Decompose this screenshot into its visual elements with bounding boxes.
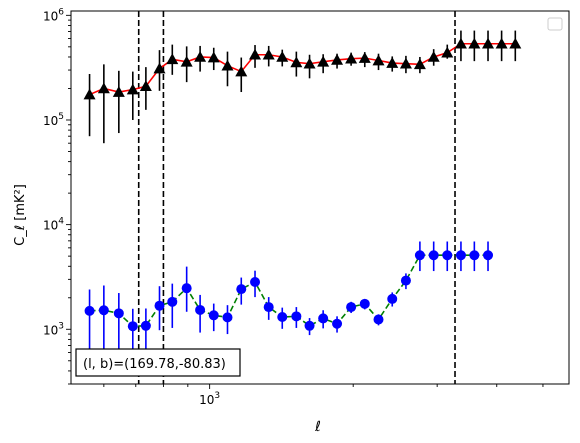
series-1-point-23 (386, 57, 399, 68)
series-2-point-8 (181, 283, 192, 294)
series-2-point-10 (208, 310, 219, 321)
series-2-point-9 (195, 304, 206, 315)
data-points (83, 30, 522, 355)
series-2-point-20 (346, 302, 357, 313)
series-2-point-6 (154, 300, 165, 311)
series-1-point-9 (194, 50, 207, 62)
series-2-point-3 (113, 308, 124, 319)
series-1-line (89, 42, 516, 96)
y-tick-label: 104 (43, 217, 64, 233)
series-1-point-16 (290, 56, 303, 68)
series-2-point-13 (250, 277, 261, 288)
annotation-box: (l, b)=(169.78,-80.83) (75, 348, 241, 377)
series-2-point-12 (236, 284, 247, 295)
series-2-point-17 (304, 320, 315, 331)
series-1-point-31 (495, 37, 508, 49)
vertical-lines (137, 11, 456, 384)
series-1-point-4 (126, 83, 139, 95)
series-2-point-26 (428, 250, 439, 261)
series-1-point-8 (180, 55, 193, 67)
series-1-point-6 (153, 62, 166, 74)
series-2-point-11 (222, 312, 233, 323)
series-1-point-5 (139, 80, 152, 92)
legend-box (547, 17, 563, 31)
series-2-point-15 (277, 312, 288, 323)
series-2-point-30 (483, 250, 494, 261)
series-1-point-29 (468, 37, 481, 49)
series-1-point-17 (303, 57, 316, 69)
series-2-point-2 (98, 305, 109, 316)
series-1-point-12 (235, 65, 248, 77)
series-2-point-24 (400, 275, 411, 286)
series-2-point-27 (442, 250, 453, 261)
series-2-point-7 (167, 296, 178, 307)
plot-frame (70, 10, 570, 385)
y-tick-label: 106 (43, 7, 64, 23)
series-2-point-29 (469, 250, 480, 261)
series-1-point-19 (331, 53, 344, 65)
series-1-point-1 (83, 88, 96, 100)
series-2-line (89, 254, 489, 328)
series-2-point-14 (263, 302, 274, 313)
y-axis-label: C_ℓ [mK²] (13, 184, 28, 246)
series-1-point-25 (413, 58, 426, 70)
series-2-line (89, 254, 489, 328)
series-2-point-18 (318, 313, 329, 324)
series-1-point-18 (317, 55, 330, 67)
series-2-point-25 (414, 250, 425, 261)
series-1-point-30 (482, 37, 495, 49)
series-1-point-10 (207, 51, 220, 63)
series-2-point-5 (140, 320, 151, 331)
series-1-point-15 (276, 50, 289, 62)
series-2-point-22 (373, 314, 384, 325)
series-1-point-11 (221, 59, 234, 71)
series-2-point-1 (84, 305, 95, 316)
x-tick-label: 103 (199, 391, 220, 407)
series-2-point-28 (455, 250, 466, 261)
series-2-point-19 (332, 318, 343, 329)
series-1-point-24 (399, 57, 412, 69)
y-tick-label: 105 (43, 112, 64, 128)
series-1-point-14 (262, 48, 275, 60)
series-1-point-22 (372, 54, 385, 66)
series-2-point-16 (291, 311, 302, 322)
series-2-point-4 (127, 321, 138, 332)
series-1-point-28 (454, 37, 467, 49)
series-1-line (89, 42, 516, 96)
series-1-point-20 (345, 52, 358, 64)
series-1-point-3 (112, 86, 125, 97)
y-tick-label: 103 (43, 321, 64, 337)
series-1-point-13 (249, 48, 262, 60)
series-1-point-26 (427, 50, 440, 62)
series-2-point-21 (359, 298, 370, 309)
x-axis-label: ℓ (314, 419, 321, 435)
series-1-point-7 (166, 53, 179, 65)
annotation-text: (l, b)=(169.78,-80.83) (83, 357, 226, 372)
axis-ticks: 103 103 104 105 106 (43, 7, 544, 407)
series-1-point-21 (358, 52, 371, 63)
series-1-point-27 (441, 46, 454, 58)
series-1-point-2 (97, 82, 110, 94)
series-2-point-23 (387, 293, 398, 304)
series-1-point-32 (509, 37, 522, 49)
